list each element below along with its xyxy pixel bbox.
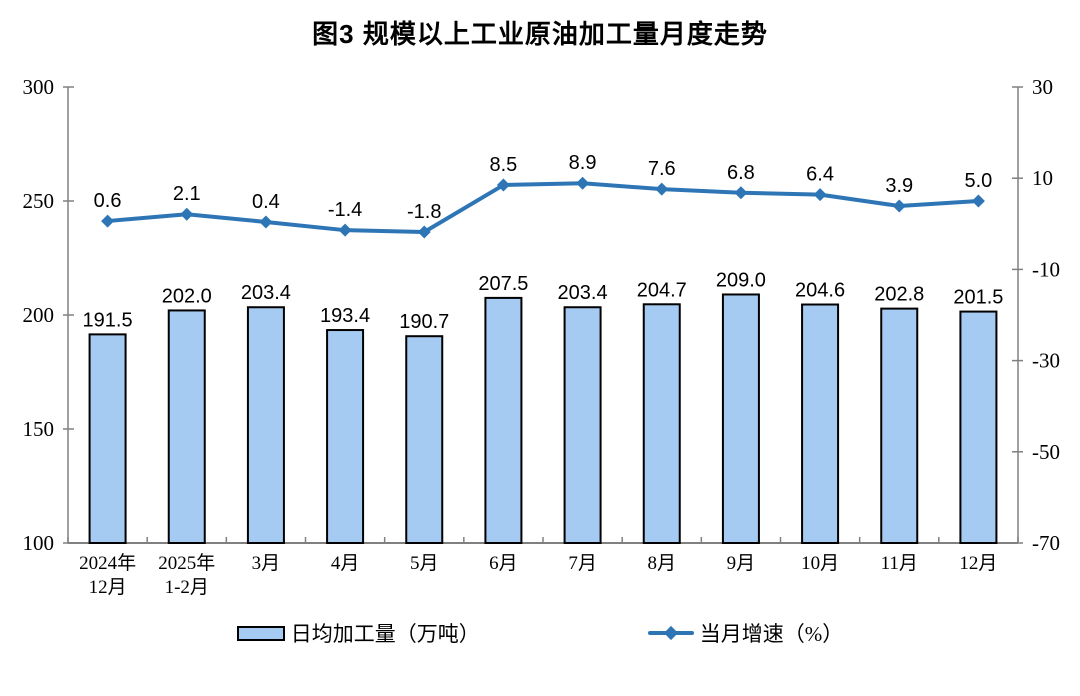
line-value-label: 2.1 bbox=[173, 183, 201, 205]
bar-value-label: 203.4 bbox=[241, 282, 291, 304]
line-marker-diamond-icon bbox=[971, 194, 985, 208]
y-axis-right-tick-label: -10 bbox=[1032, 257, 1060, 281]
bar-value-label: 193.4 bbox=[320, 305, 370, 327]
trend-line bbox=[105, 181, 981, 235]
y-axis-right-tick-label: -30 bbox=[1032, 349, 1060, 373]
x-tick-label: 2024年 12月 bbox=[79, 552, 136, 598]
bar-series-swatch bbox=[236, 625, 285, 641]
bar bbox=[642, 303, 681, 544]
line-marker-diamond-icon bbox=[734, 186, 748, 200]
chart-legend: 日均加工量（万吨） 当月增速（%） bbox=[0, 618, 1080, 648]
line-value-label: 3.9 bbox=[885, 175, 913, 197]
y-axis-right-tick-label: -50 bbox=[1032, 440, 1060, 464]
bar-value-label: 207.5 bbox=[478, 273, 528, 295]
bar bbox=[801, 303, 840, 544]
y-axis-left-tick-label: 100 bbox=[23, 531, 55, 555]
bar bbox=[246, 306, 285, 544]
line-value-label: 6.4 bbox=[806, 164, 834, 186]
line-swatch-diamond-icon bbox=[663, 625, 678, 641]
bar-value-label: 190.7 bbox=[399, 311, 449, 333]
line-marker-diamond-icon bbox=[180, 207, 194, 221]
legend-item-line-series: 当月增速（%） bbox=[647, 618, 844, 648]
bar bbox=[167, 309, 206, 544]
x-tick-label: 5月 bbox=[410, 553, 439, 574]
y-axis-right: 30 10 -10 -30 -50 -70 bbox=[1012, 75, 1060, 555]
y-axis-left-tick-label: 250 bbox=[23, 189, 55, 213]
line-marker-diamond-icon bbox=[655, 182, 669, 196]
bar-value-label: 204.7 bbox=[637, 279, 687, 301]
line-value-label: 6.8 bbox=[727, 162, 755, 184]
line-value-label: 8.5 bbox=[490, 154, 518, 176]
line-value-label: -1.8 bbox=[407, 201, 441, 223]
y-axis-left-tick-label: 150 bbox=[23, 417, 55, 441]
bar-value-label: 203.4 bbox=[558, 282, 608, 304]
line-marker-diamond-icon bbox=[892, 199, 906, 213]
x-tick-label: 2025年 1-2月 bbox=[158, 552, 215, 598]
y-axis-left-tick-label: 300 bbox=[23, 75, 55, 99]
x-tick-label: 3月 bbox=[252, 553, 281, 574]
line-marker-diamond-icon bbox=[101, 214, 115, 228]
bar-series-label: 日均加工量（万吨） bbox=[290, 622, 480, 646]
line-series-swatch bbox=[647, 625, 694, 641]
bar-series bbox=[88, 293, 998, 545]
y-axis-right-tick-label: -70 bbox=[1032, 531, 1060, 555]
bar bbox=[721, 293, 760, 545]
x-tick-label: 10月 bbox=[801, 553, 839, 574]
bar bbox=[405, 335, 444, 545]
bar-value-label: 201.5 bbox=[953, 287, 1003, 309]
x-tick-label: 6月 bbox=[489, 553, 518, 574]
line-marker-diamond-icon bbox=[417, 225, 431, 239]
x-tick-label: 12月 bbox=[959, 553, 997, 574]
line-value-label: 8.9 bbox=[569, 152, 597, 174]
bar-value-label: 191.5 bbox=[83, 309, 133, 331]
line-series bbox=[101, 176, 985, 239]
x-tick-label: 11月 bbox=[881, 553, 918, 574]
bar bbox=[484, 296, 523, 544]
bar-value-labels: 191.5 202.0 203.4 193.4 190.7 207.5 203.4 204.7… bbox=[83, 269, 1004, 333]
bar-value-label: 204.6 bbox=[795, 280, 845, 302]
line-series-label: 当月增速（%） bbox=[699, 622, 844, 646]
x-axis: 2024年 12月 2025年 1-2月 3月 4月 5月 6月 7月 8月 9月 10月 11月 12月 bbox=[67, 537, 1019, 598]
bar bbox=[326, 329, 365, 544]
line-value-label: 7.6 bbox=[648, 158, 676, 180]
bar-value-label: 202.8 bbox=[874, 284, 924, 306]
line-marker-diamond-icon bbox=[813, 188, 827, 202]
bar-value-label: 209.0 bbox=[716, 269, 766, 291]
x-tick-label: 9月 bbox=[727, 553, 756, 574]
x-tick-label: 7月 bbox=[568, 553, 597, 574]
y-axis-right-tick-label: 30 bbox=[1032, 75, 1053, 99]
line-value-label: 0.6 bbox=[94, 190, 122, 212]
bar bbox=[880, 307, 919, 544]
line-marker-diamond-icon bbox=[496, 178, 510, 192]
bar bbox=[959, 310, 998, 544]
bar-value-label: 202.0 bbox=[162, 285, 212, 307]
line-value-label: 5.0 bbox=[965, 170, 993, 192]
x-tick-label: 4月 bbox=[331, 553, 360, 574]
line-marker-diamond-icon bbox=[259, 215, 273, 229]
line-value-label: 0.4 bbox=[252, 191, 280, 213]
x-tick-label: 8月 bbox=[647, 553, 676, 574]
bar bbox=[563, 306, 602, 544]
chart-title: 图3 规模以上工业原油加工量月度走势 bbox=[312, 19, 768, 49]
y-axis-left-tick-label: 200 bbox=[23, 303, 55, 327]
y-axis-right-tick-label: 10 bbox=[1032, 166, 1053, 190]
y-axis-left: 300 250 200 150 100 bbox=[23, 75, 74, 555]
bar bbox=[88, 333, 127, 544]
line-marker-diamond-icon bbox=[338, 223, 352, 237]
legend-item-bar-series: 日均加工量（万吨） bbox=[236, 618, 480, 648]
line-marker-diamond-icon bbox=[576, 176, 590, 190]
line-value-label: -1.4 bbox=[328, 199, 362, 221]
line-value-labels: 0.6 2.1 0.4 -1.4 -1.8 8.5 8.9 7.6 6.8 6.4 3.9 5.0 bbox=[94, 152, 993, 223]
